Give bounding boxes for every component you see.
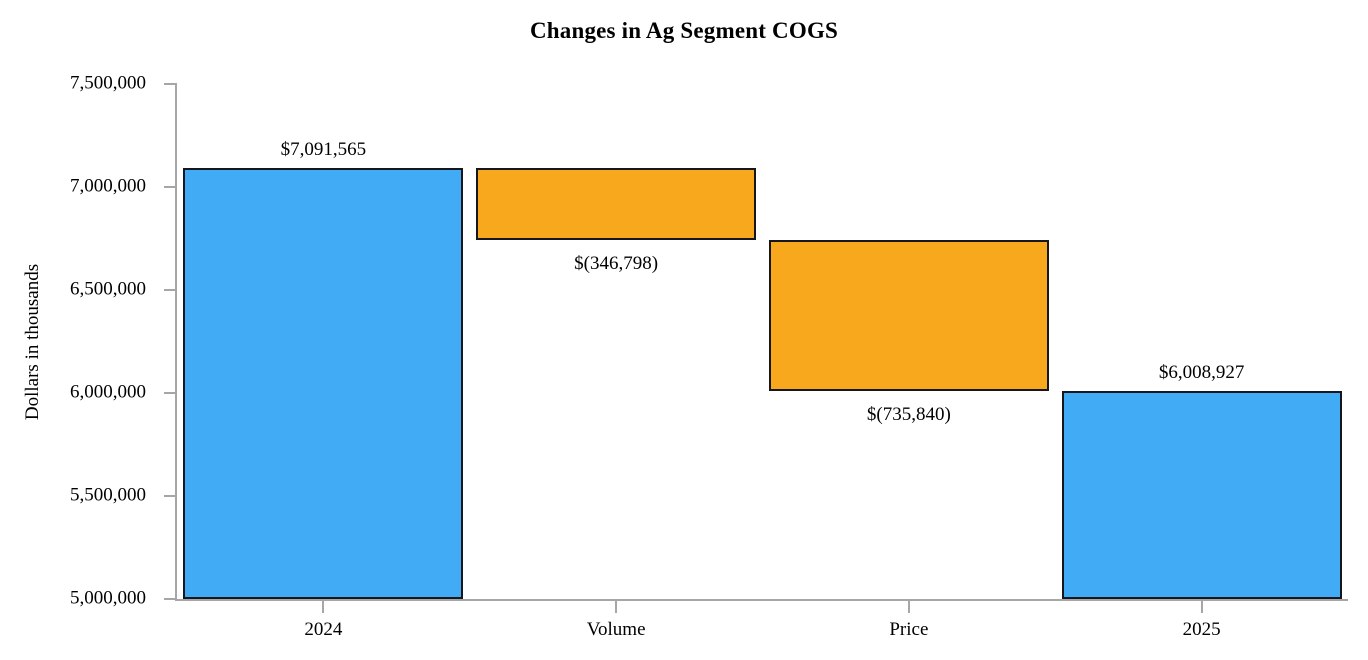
y-tick-mark (164, 186, 177, 188)
bar-value-label-volume: $(346,798) (574, 252, 659, 274)
x-tick-mark (322, 601, 325, 613)
x-tick-mark (615, 601, 618, 613)
y-tick-mark (164, 83, 177, 85)
bar-2024 (183, 168, 464, 599)
x-tick-mark (1200, 601, 1203, 613)
bar-value-label-price: $(735,840) (866, 404, 951, 426)
x-tick-label-price: Price (889, 619, 929, 640)
x-tick-mark (907, 601, 910, 613)
bar-value-label-2024: $7,091,565 (280, 139, 367, 161)
y-tick-label: 7,500,000 (70, 72, 146, 94)
y-tick-mark (164, 289, 177, 291)
y-tick-mark (164, 392, 177, 394)
bar-value-label-2025: $6,008,927 (1158, 362, 1245, 384)
bar-price (768, 239, 1049, 392)
y-tick-label: 6,500,000 (70, 278, 146, 300)
y-tick-label: 7,000,000 (70, 175, 146, 197)
y-tick-label: 5,000,000 (70, 587, 146, 609)
x-tick-label-2025: 2025 (1182, 619, 1221, 640)
y-axis-title: Dollars in thousands (22, 263, 43, 421)
y-tick-label: 6,000,000 (70, 381, 146, 403)
bar-2025 (1061, 391, 1342, 599)
y-tick-mark (164, 495, 177, 497)
chart-title: Changes in Ag Segment COGS (529, 18, 839, 43)
x-tick-label-volume: Volume (586, 619, 646, 640)
x-tick-label-2024: 2024 (304, 619, 343, 640)
bar-volume (476, 168, 757, 240)
y-tick-label: 5,500,000 (70, 484, 146, 506)
y-tick-mark (164, 598, 177, 600)
plot-area: 5,000,000 5,500,000 6,000,000 6,500,000 7,00… (70, 73, 1348, 640)
